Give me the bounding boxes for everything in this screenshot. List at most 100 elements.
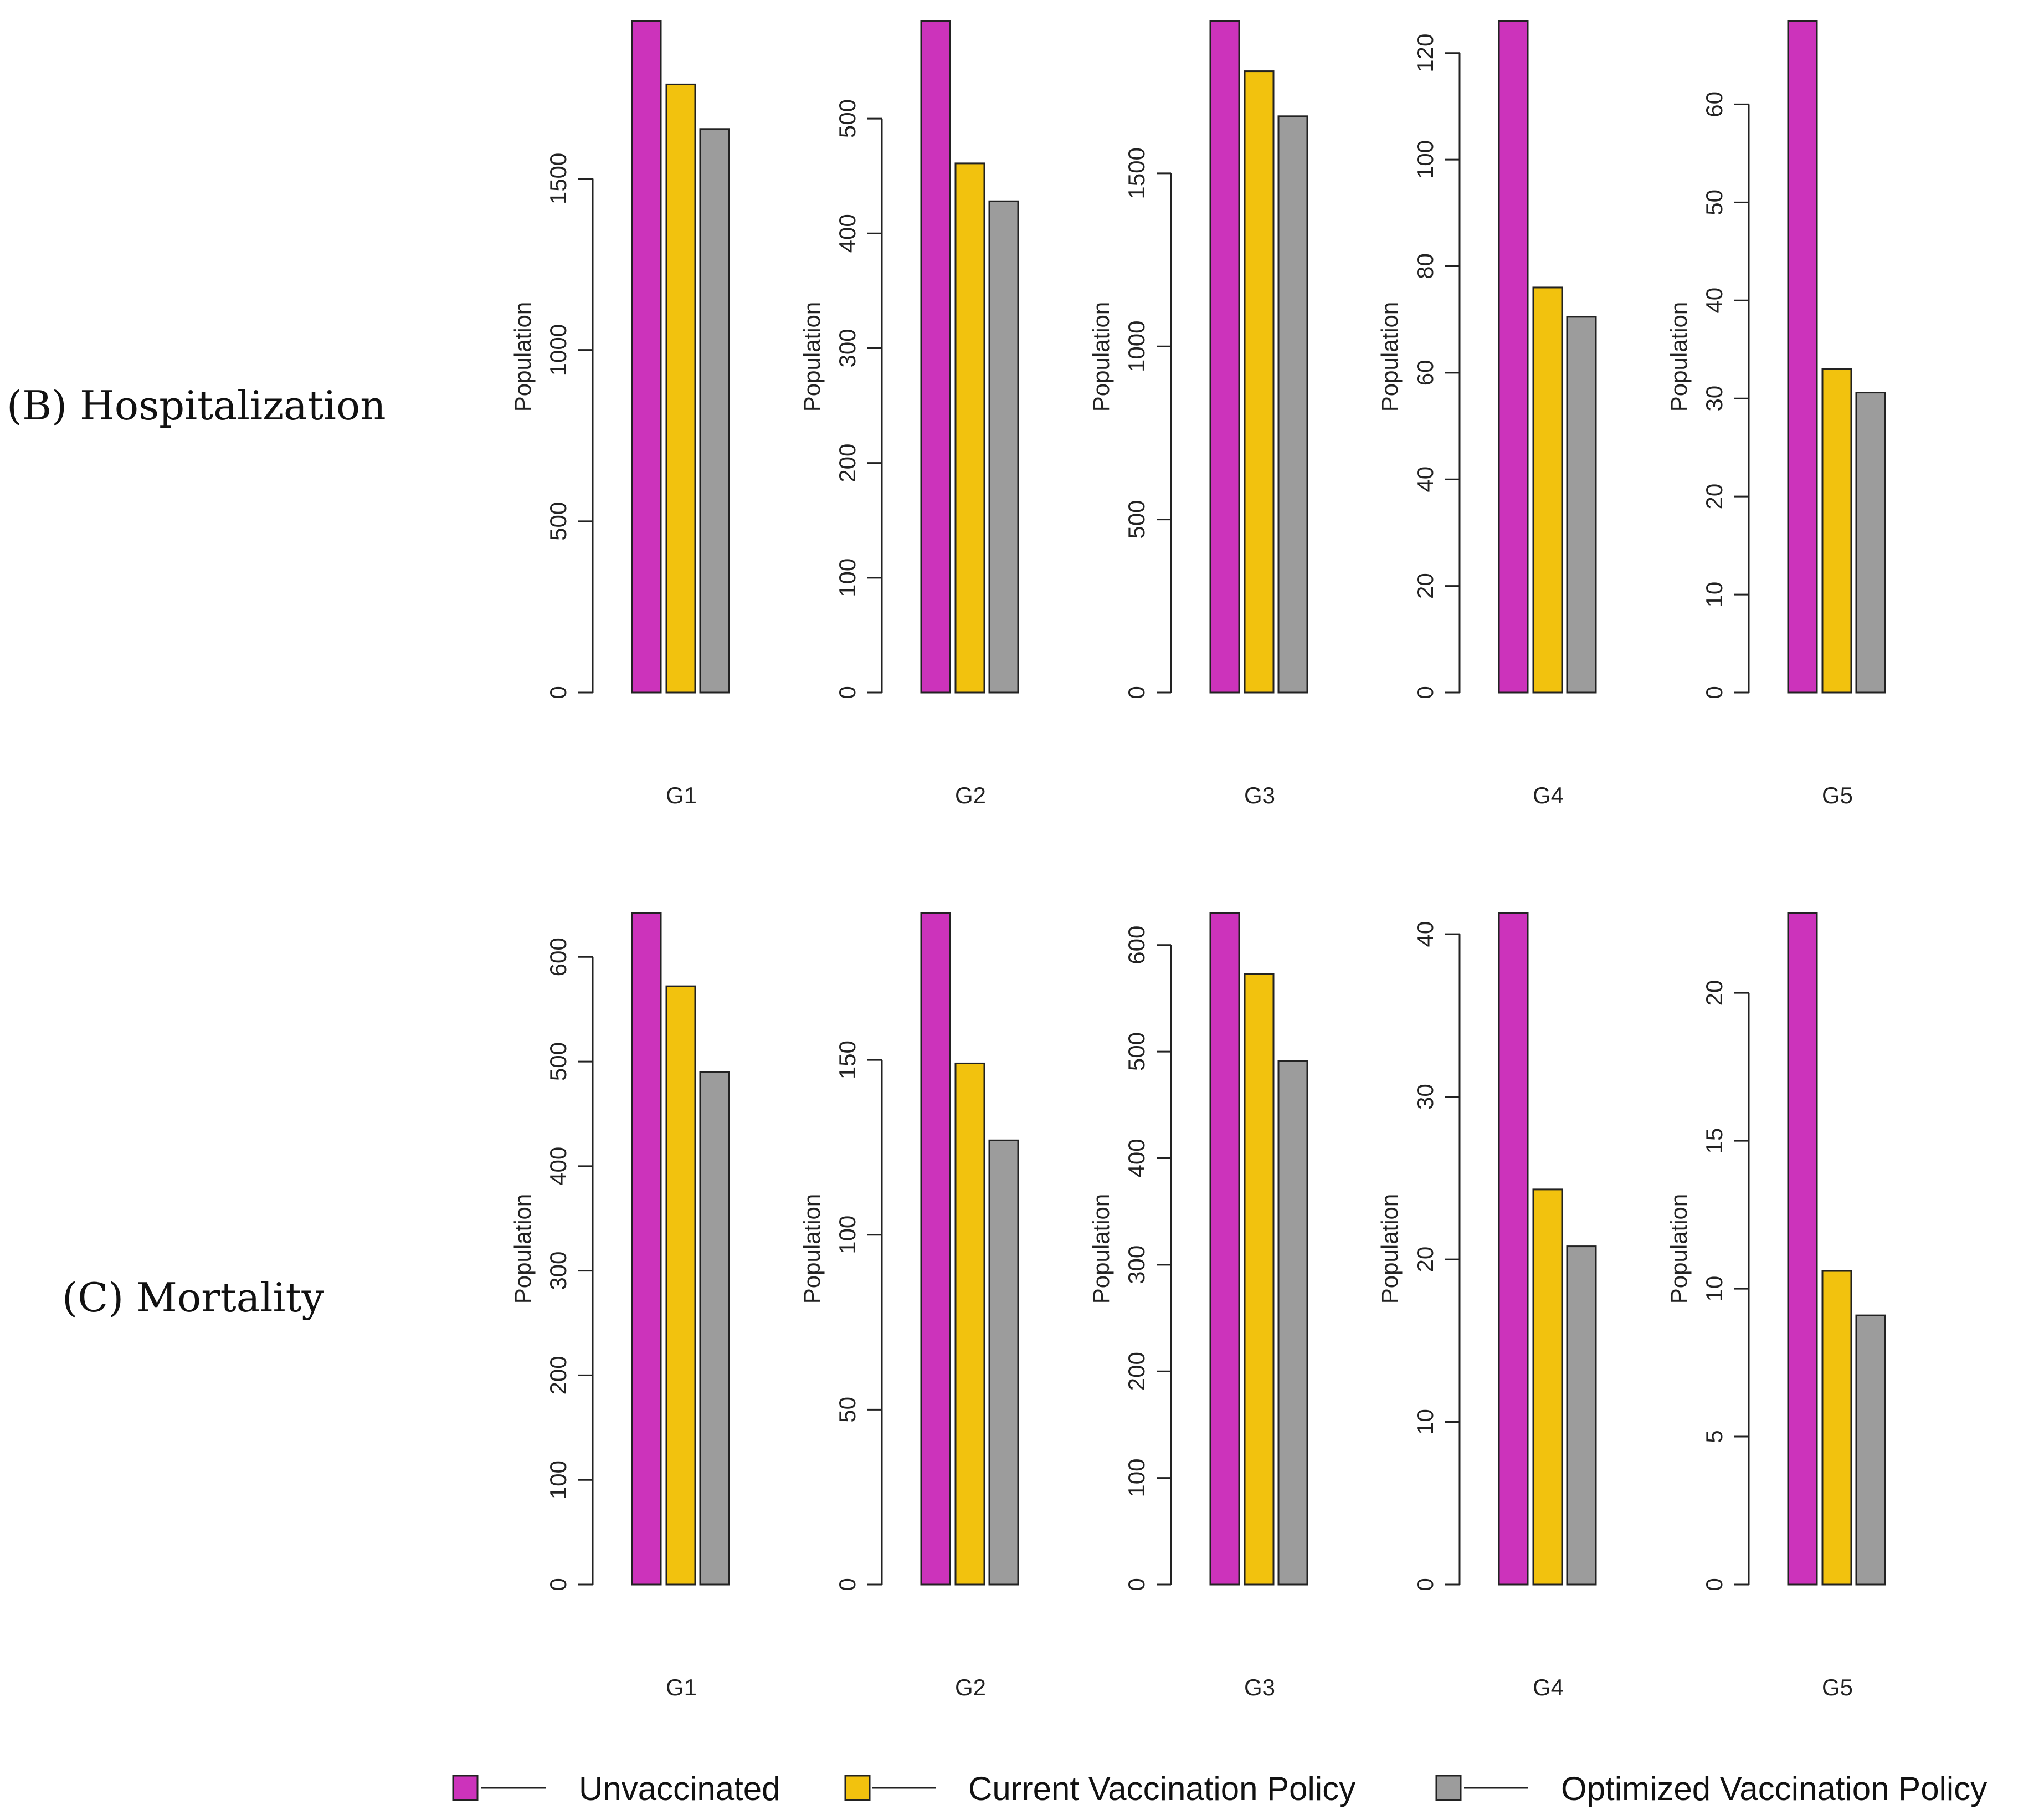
x-axis-label-0-2: G3	[1244, 782, 1275, 808]
bar-0-0-1	[665, 83, 696, 694]
bar-1-1-0	[920, 912, 951, 1586]
y-tick-label-1-3-3: 30	[1412, 1084, 1438, 1110]
bar-0-3-0	[1498, 20, 1529, 694]
y-axis-label-1-4: Population	[1666, 1194, 1692, 1304]
y-tick-label-1-0-4: 400	[545, 1147, 571, 1186]
y-tick-label-0-0-2: 1000	[545, 324, 571, 376]
bar-1-0-2	[699, 1071, 730, 1586]
y-tick-label-0-3-1: 20	[1412, 573, 1438, 599]
y-tick-label-1-4-4: 20	[1701, 980, 1727, 1006]
y-tick-label-1-4-0: 0	[1701, 1578, 1727, 1591]
row-label-1: (C) Mortality	[62, 1274, 324, 1321]
bar-1-3-0	[1498, 912, 1529, 1586]
bar-1-4-1	[1821, 1270, 1852, 1586]
y-tick-label-1-2-2: 200	[1123, 1352, 1149, 1391]
y-tick-label-0-1-5: 500	[834, 99, 860, 138]
y-tick-label-0-3-5: 100	[1412, 140, 1438, 179]
y-tick-label-0-1-3: 300	[834, 329, 860, 367]
y-axis-label-1-2: Population	[1088, 1194, 1114, 1304]
bar-1-0-1	[665, 985, 696, 1586]
bar-0-1-1	[954, 162, 985, 694]
y-tick-label-1-4-1: 5	[1701, 1430, 1727, 1443]
y-tick-label-1-2-6: 600	[1123, 926, 1149, 965]
y-tick-label-0-2-0: 0	[1123, 686, 1149, 699]
bar-0-1-2	[988, 200, 1019, 694]
y-tick-label-0-3-3: 60	[1412, 360, 1438, 386]
legend-label-2: Optimized Vaccination Policy	[1561, 1770, 1987, 1807]
y-tick-label-1-1-2: 100	[834, 1216, 860, 1254]
bar-1-0-0	[631, 912, 662, 1586]
x-axis-label-1-3: G4	[1533, 1674, 1564, 1700]
bar-1-3-2	[1566, 1245, 1597, 1586]
x-axis-label-1-4: G5	[1822, 1674, 1853, 1700]
y-tick-label-1-0-5: 500	[545, 1042, 571, 1081]
y-tick-label-0-2-2: 1000	[1123, 321, 1149, 372]
bar-1-3-1	[1532, 1188, 1563, 1586]
y-tick-label-0-1-2: 200	[834, 444, 860, 483]
y-tick-label-1-4-2: 10	[1701, 1276, 1727, 1302]
y-tick-label-0-3-6: 120	[1412, 34, 1438, 73]
bar-0-3-1	[1532, 286, 1563, 694]
y-axis-label-0-4: Population	[1666, 302, 1692, 412]
y-tick-label-1-0-3: 300	[545, 1252, 571, 1290]
y-tick-label-1-1-1: 50	[834, 1397, 860, 1423]
y-tick-label-0-4-0: 0	[1701, 686, 1727, 699]
y-axis-label-0-1: Population	[799, 302, 825, 412]
bar-0-2-0	[1209, 20, 1240, 694]
y-tick-label-1-2-1: 100	[1123, 1459, 1149, 1498]
y-tick-label-1-3-1: 10	[1412, 1409, 1438, 1435]
x-axis-label-1-0: G1	[666, 1674, 697, 1700]
y-tick-label-0-4-6: 60	[1701, 91, 1727, 117]
y-axis-label-1-0: Population	[510, 1194, 536, 1304]
bar-0-4-1	[1821, 368, 1852, 694]
y-tick-label-0-1-4: 400	[834, 214, 860, 253]
y-tick-label-0-3-0: 0	[1412, 686, 1438, 699]
bar-1-4-2	[1855, 1314, 1886, 1586]
bar-0-0-0	[631, 20, 662, 694]
legend-swatch-2	[1435, 1775, 1462, 1801]
y-tick-label-0-4-1: 10	[1701, 582, 1727, 608]
bar-1-1-2	[988, 1139, 1019, 1586]
bar-0-2-2	[1277, 115, 1308, 694]
y-tick-label-1-4-3: 15	[1701, 1128, 1727, 1154]
y-tick-label-0-1-1: 100	[834, 558, 860, 597]
y-tick-label-1-0-0: 0	[545, 1578, 571, 1591]
y-tick-label-0-3-2: 40	[1412, 466, 1438, 493]
y-tick-label-0-3-4: 80	[1412, 253, 1438, 279]
y-tick-label-1-3-4: 40	[1412, 921, 1438, 947]
y-tick-label-1-3-0: 0	[1412, 1578, 1438, 1591]
y-tick-label-0-0-3: 1500	[545, 153, 571, 204]
bar-1-4-0	[1787, 912, 1818, 1586]
x-axis-label-1-1: G2	[955, 1674, 986, 1700]
bar-0-3-2	[1566, 316, 1597, 694]
bar-0-1-0	[920, 20, 951, 694]
bar-0-4-2	[1855, 392, 1886, 694]
y-tick-label-0-1-0: 0	[834, 686, 860, 699]
y-tick-label-1-0-1: 100	[545, 1460, 571, 1499]
row-label-0: (B) Hospitalization	[7, 382, 386, 429]
y-tick-label-1-3-2: 20	[1412, 1247, 1438, 1273]
bar-1-2-1	[1244, 973, 1275, 1586]
y-tick-label-0-2-1: 500	[1123, 500, 1149, 539]
legend-label-1: Current Vaccination Policy	[968, 1770, 1355, 1807]
x-axis-label-0-1: G2	[955, 782, 986, 808]
x-axis-label-1-2: G3	[1244, 1674, 1275, 1700]
x-axis-label-0-0: G1	[666, 782, 697, 808]
y-tick-label-0-0-0: 0	[545, 686, 571, 699]
legend-label-0: Unvaccinated	[579, 1770, 780, 1807]
y-axis-label-0-2: Population	[1088, 302, 1114, 412]
bar-1-2-2	[1277, 1060, 1308, 1586]
bar-1-2-0	[1209, 912, 1240, 1586]
y-tick-label-0-2-3: 1500	[1123, 147, 1149, 199]
bar-0-2-1	[1244, 70, 1275, 694]
y-tick-label-1-2-0: 0	[1123, 1578, 1149, 1591]
y-tick-label-0-4-3: 30	[1701, 386, 1727, 412]
y-tick-label-1-1-0: 0	[834, 1578, 860, 1591]
y-axis-label-0-3: Population	[1377, 302, 1403, 412]
bar-1-1-1	[954, 1062, 985, 1586]
legend-swatch-0	[452, 1775, 479, 1801]
y-tick-label-1-0-6: 600	[545, 937, 571, 976]
y-tick-label-0-0-1: 500	[545, 502, 571, 541]
y-axis-label-1-1: Population	[799, 1194, 825, 1304]
y-tick-label-0-4-2: 20	[1701, 484, 1727, 510]
